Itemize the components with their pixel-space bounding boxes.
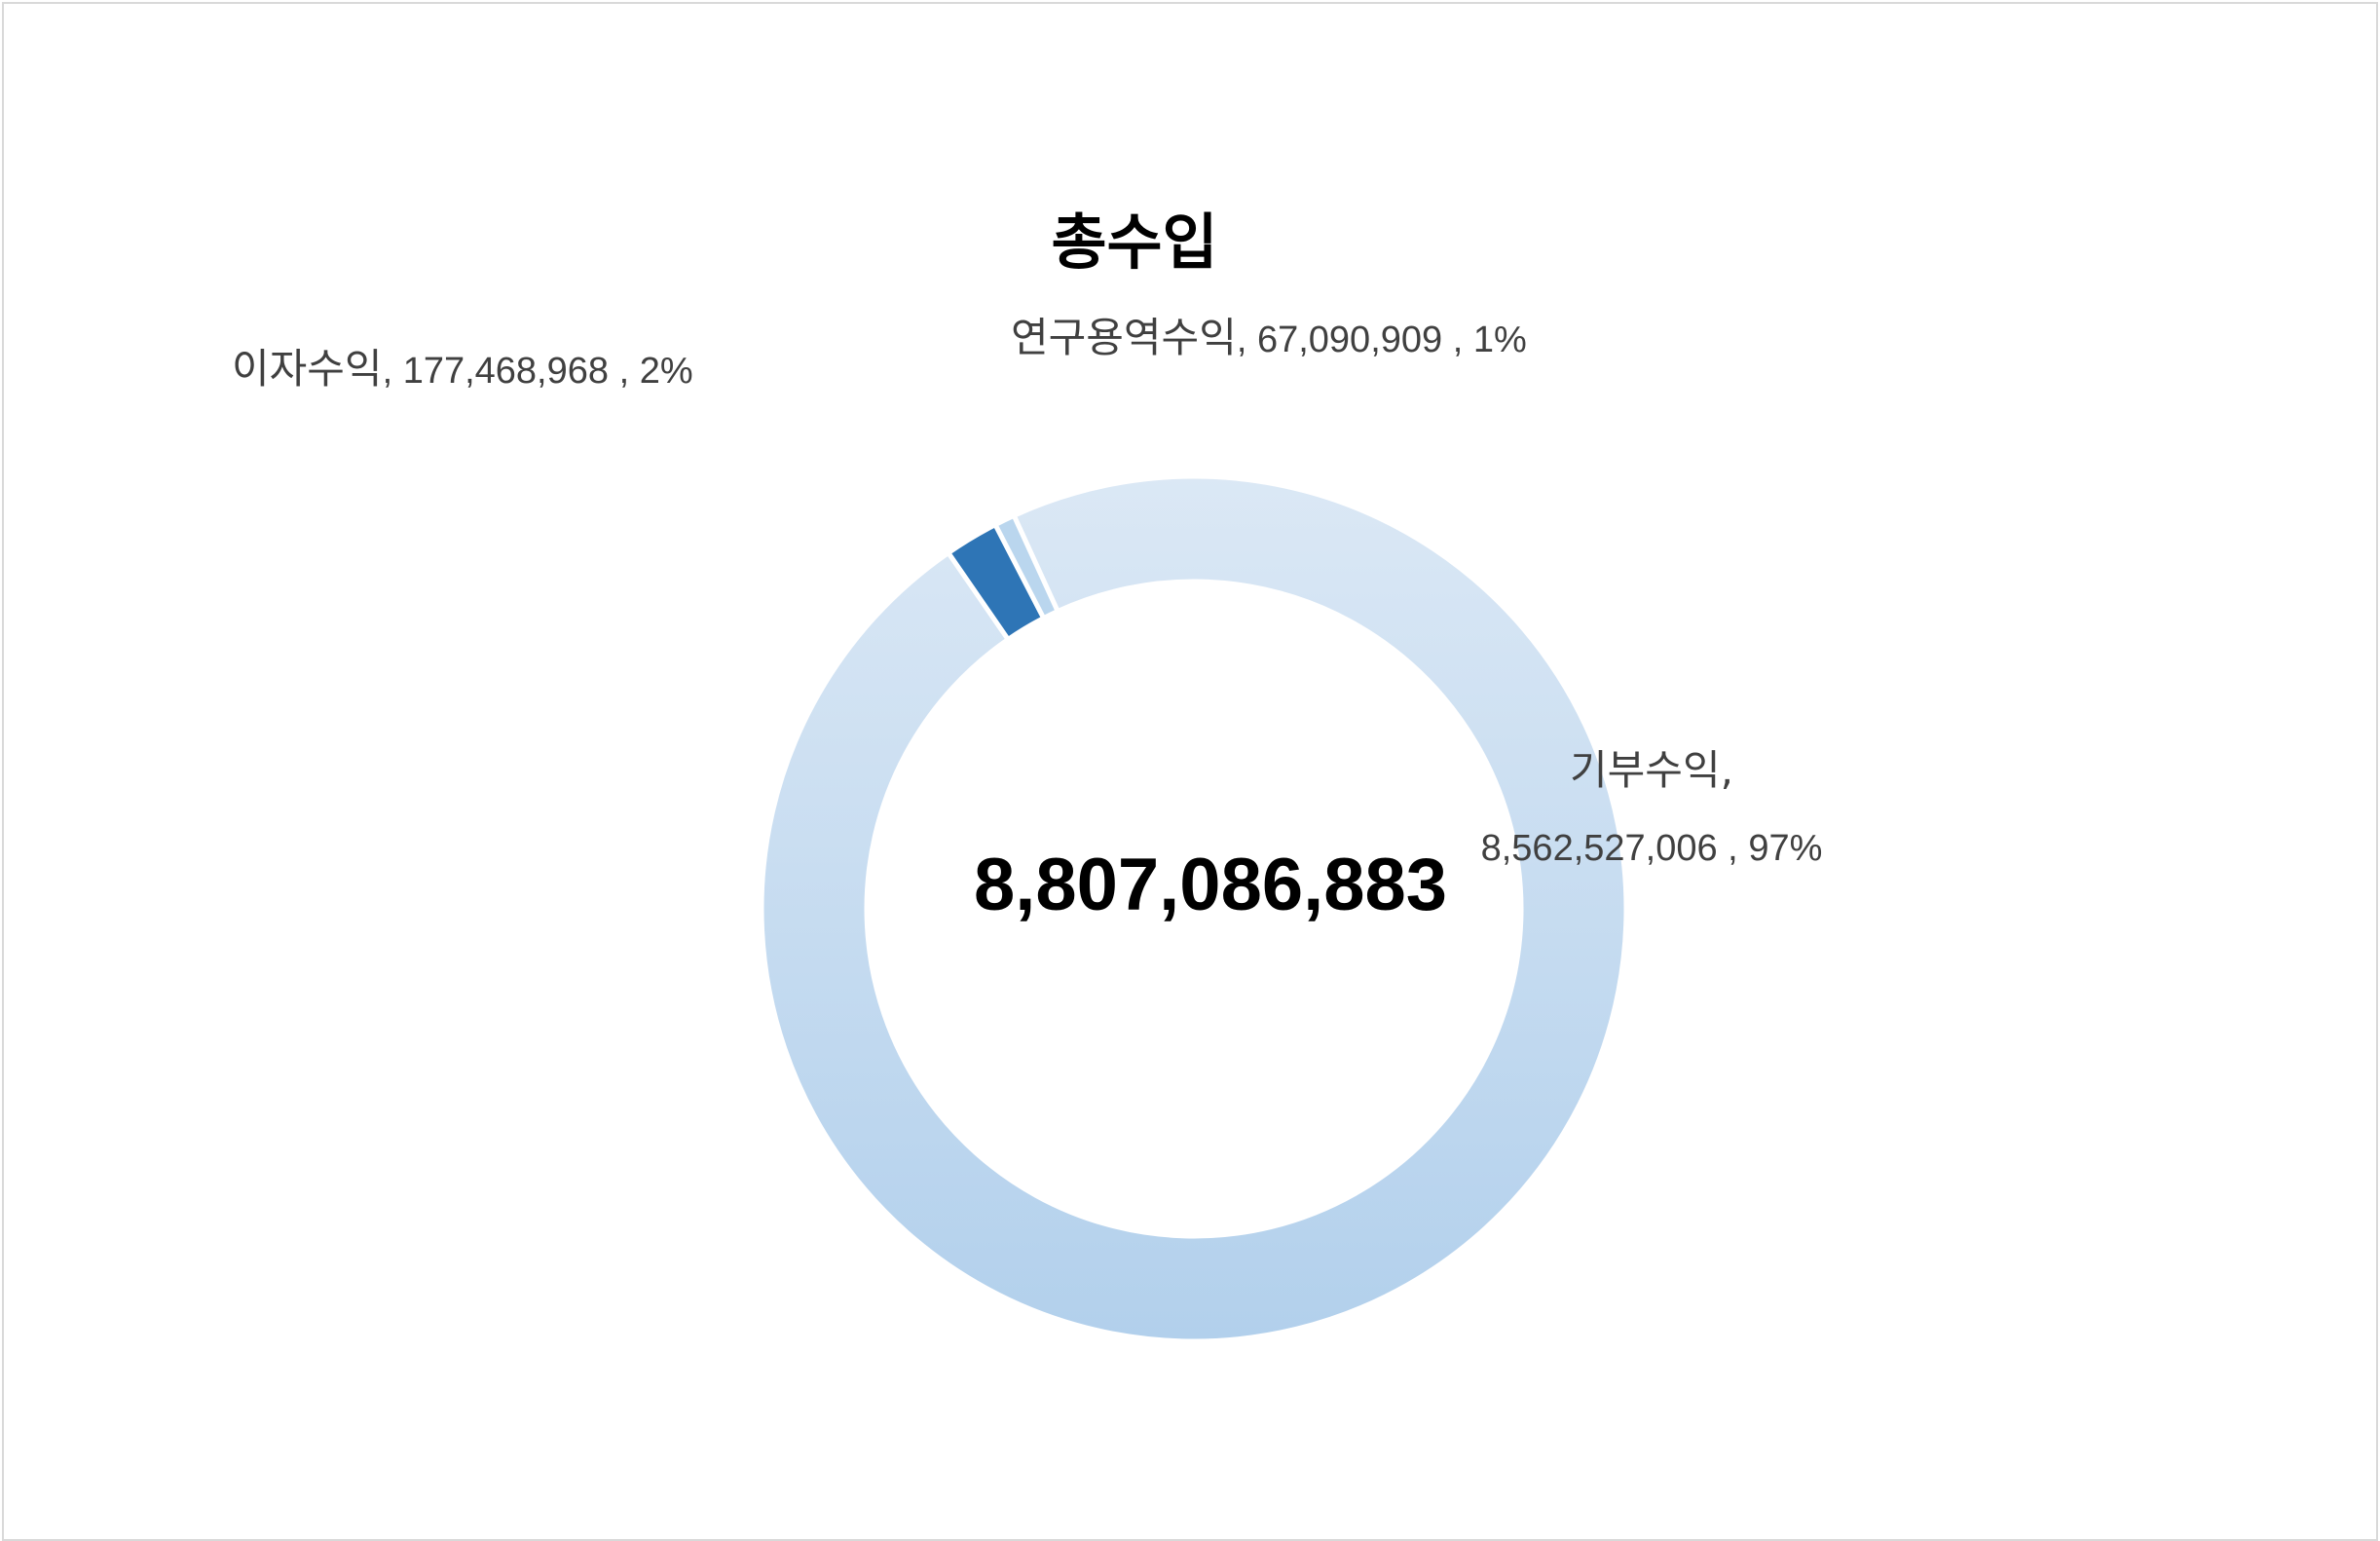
slice-value: 67,090,909: [1256, 319, 1443, 360]
data-label-research-income: 연구용역수익, 67,090,909 , 1%: [1011, 314, 1527, 361]
slice-name: 이자수익: [232, 345, 383, 393]
donut-slice-3: [991, 511, 1061, 621]
center-total-label: 8,807,086,883: [974, 844, 1448, 926]
data-label-interest-income: 이자수익, 177,468,968 , 2%: [232, 345, 693, 393]
slice-percent: 97%: [1748, 827, 1823, 869]
data-label-donation-income: 기부수익, 8,562,527,006 , 97%: [1480, 746, 1823, 869]
slice-name: 연구용역수익: [1011, 314, 1237, 361]
slice-name: 기부수익: [1570, 746, 1721, 794]
slice-value: 177,468,968: [402, 351, 610, 392]
chart-title: 총수입: [1051, 207, 1218, 278]
slice-value: 8,562,527,006: [1480, 827, 1718, 869]
slice-percent: 1%: [1472, 319, 1527, 360]
slice-percent: 2%: [639, 351, 693, 392]
donut-slice-1: [759, 473, 1629, 1344]
